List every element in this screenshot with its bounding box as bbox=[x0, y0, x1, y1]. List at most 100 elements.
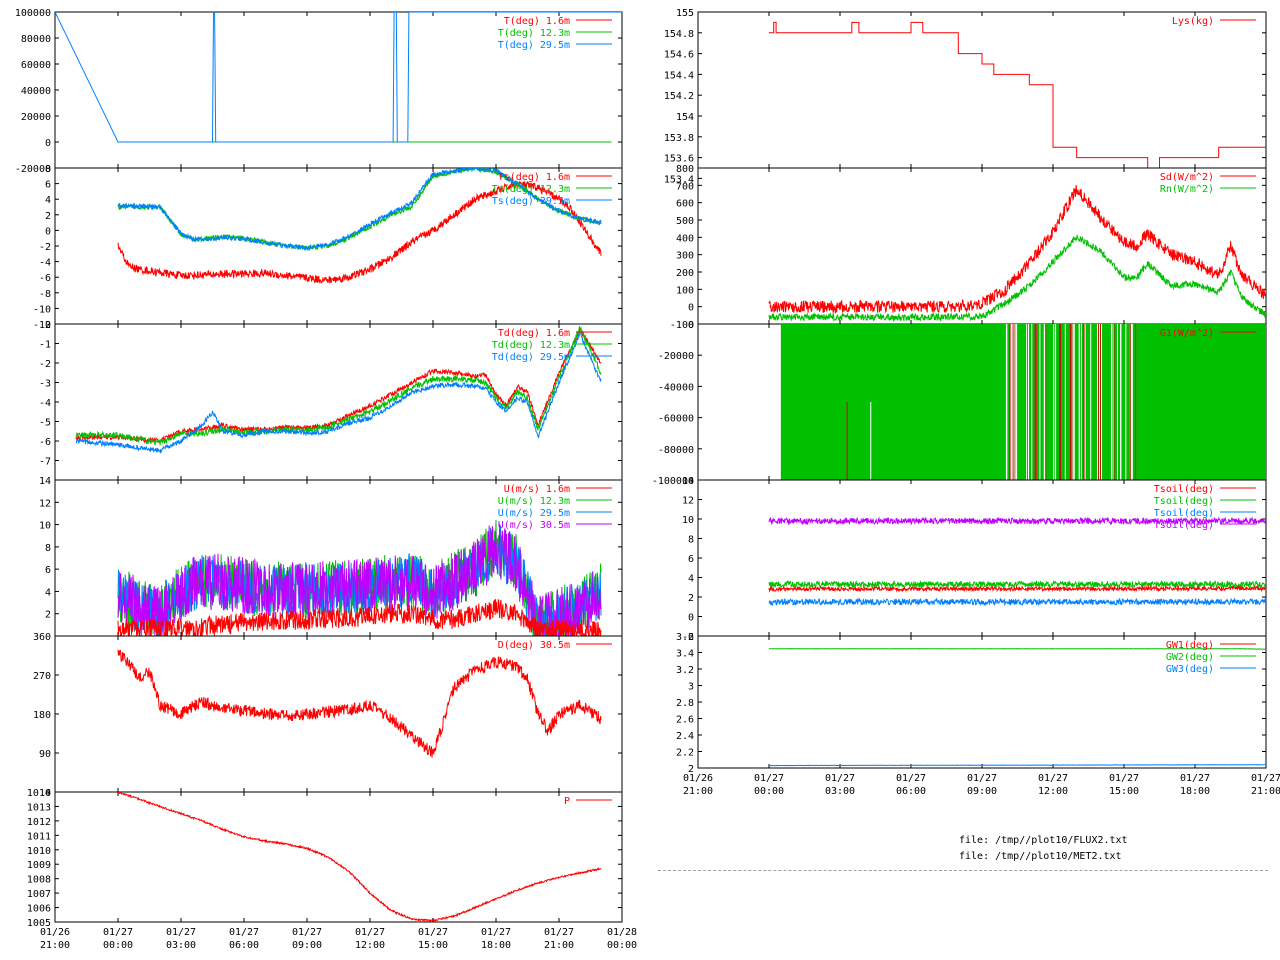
legend-label: T(deg) 29.5m bbox=[498, 40, 570, 51]
legend-label: Tsoil(deg) bbox=[1154, 484, 1214, 495]
y-tick-label: 153.4 bbox=[664, 174, 694, 185]
y-tick-label: 2 bbox=[688, 764, 694, 775]
series-line bbox=[75, 332, 602, 454]
series-line bbox=[768, 579, 1266, 590]
series-line bbox=[768, 764, 1266, 767]
plot-body bbox=[117, 649, 602, 758]
plot-body bbox=[55, 12, 622, 143]
legend-label: G2(W/m^2) bbox=[1160, 340, 1214, 351]
series-line bbox=[768, 516, 1266, 526]
y-tick-label: -4 bbox=[39, 258, 51, 269]
y-tick-label: 14 bbox=[39, 476, 51, 487]
x-tick-label-date: 01/27 bbox=[754, 773, 784, 784]
legend-label: Ts(deg) 12.3m bbox=[492, 184, 570, 195]
x-tick-label-date: 01/27 bbox=[355, 927, 385, 938]
y-tick-label: 2 bbox=[45, 610, 51, 621]
y-tick-label: -10 bbox=[33, 304, 51, 315]
x-tick-label-date: 01/27 bbox=[292, 927, 322, 938]
x-tick-label-time: 12:00 bbox=[1038, 786, 1068, 797]
plot-body bbox=[768, 185, 1266, 323]
y-tick-label: 10 bbox=[682, 515, 694, 526]
y-tick-label: 1014 bbox=[27, 788, 51, 799]
x-tick-label-time: 12:00 bbox=[355, 940, 385, 951]
series-line bbox=[75, 328, 602, 444]
y-tick-label: 180 bbox=[33, 710, 51, 721]
y-tick-label: 600 bbox=[676, 199, 694, 210]
x-tick-label-date: 01/27 bbox=[1251, 773, 1280, 784]
plot-body bbox=[117, 519, 602, 636]
x-tick-label-time: 03:00 bbox=[166, 940, 196, 951]
y-tick-label: 700 bbox=[676, 181, 694, 192]
y-tick-label: 1009 bbox=[27, 860, 51, 871]
plot-body bbox=[769, 21, 1266, 168]
series-line bbox=[117, 180, 602, 284]
x-tick-label-date: 01/27 bbox=[1038, 773, 1068, 784]
x-tick-label-date: 01/27 bbox=[418, 927, 448, 938]
y-tick-label: 0 bbox=[688, 613, 694, 624]
legend-label: P bbox=[564, 796, 570, 807]
chart-panel-right-4: 14121086420-2Tsoil(deg)Tsoil(deg)Tsoil(d… bbox=[682, 476, 1267, 643]
chart-panel-right-2: 8007006005004003002001000-100Sd(W/m^2)Rn… bbox=[670, 164, 1267, 331]
y-tick-label: 1011 bbox=[27, 831, 51, 842]
x-tick-label-time: 09:00 bbox=[292, 940, 322, 951]
x-tick-label-date: 01/27 bbox=[967, 773, 997, 784]
legend-label: GW3(deg) bbox=[1166, 664, 1214, 675]
x-tick-label-date: 01/27 bbox=[1180, 773, 1210, 784]
y-tick-label: 0 bbox=[45, 138, 51, 149]
legend-label: Tsoil(deg) bbox=[1154, 520, 1214, 531]
y-tick-label: 3 bbox=[688, 682, 694, 693]
y-tick-label: 154 bbox=[676, 112, 694, 123]
legend-label: Ts(deg) 29.5m bbox=[492, 196, 570, 207]
y-tick-label: 8 bbox=[45, 543, 51, 554]
x-tick-label-time: 09:00 bbox=[967, 786, 997, 797]
y-tick-label: 1013 bbox=[27, 802, 51, 813]
file-label-met: file: /tmp//plot10/MET2.txt bbox=[959, 851, 1122, 862]
legend-label: Td(deg) 29.5m bbox=[492, 352, 570, 363]
chart-panel-right-5: 3.6 3.4 3.2 3 2.8 2.6 2.4 2.2 201/26 21:00 01/27 00… bbox=[676, 632, 1280, 797]
legend-label: Td(deg) 1.6m bbox=[498, 328, 570, 339]
x-tick-label-time: 06:00 bbox=[896, 786, 926, 797]
legend-label: U(m/s) 1.6m bbox=[504, 484, 570, 495]
y-tick-label: -60000 bbox=[658, 414, 694, 425]
legend-label: GW1(deg) bbox=[1166, 640, 1214, 651]
plot-body bbox=[117, 168, 602, 284]
series-line bbox=[75, 326, 602, 447]
x-tick-label-time: 21:00 bbox=[40, 940, 70, 951]
plot-body bbox=[117, 792, 602, 922]
plot-body bbox=[768, 516, 1266, 607]
y-tick-label: 100 bbox=[676, 285, 694, 296]
y-tick-label: 0 bbox=[688, 303, 694, 314]
legend-label: Sd(W/m^2) bbox=[1160, 172, 1214, 183]
legend-label: T(deg) 1.6m bbox=[504, 16, 570, 27]
x-tick-label-time: 18:00 bbox=[1180, 786, 1210, 797]
legend-label: T(deg) 12.3m bbox=[498, 28, 570, 39]
y-tick-label: -20000 bbox=[658, 351, 694, 362]
series-line bbox=[769, 21, 1266, 168]
y-tick-label: 1006 bbox=[27, 904, 51, 915]
y-tick-label: 360 bbox=[33, 632, 51, 643]
x-tick-label-date: 01/27 bbox=[544, 927, 574, 938]
y-tick-label: -80000 bbox=[658, 445, 694, 456]
file-label-flux: file: /tmp//plot10/FLUX2.txt bbox=[959, 835, 1128, 846]
y-tick-label: 90 bbox=[39, 749, 51, 760]
x-tick-label-time: 21:00 bbox=[1251, 786, 1280, 797]
x-tick-label-time: 00:00 bbox=[103, 940, 133, 951]
legend-label: U(m/s) 12.3m bbox=[498, 496, 570, 507]
y-tick-label: 2.2 bbox=[676, 748, 694, 759]
y-tick-label: 4 bbox=[45, 195, 51, 206]
file-list: file: /tmp//plot10/FLUX2.txt file: /tmp/… bbox=[959, 833, 1128, 865]
y-tick-label: 2.4 bbox=[676, 731, 694, 742]
series-line bbox=[117, 598, 602, 636]
y-tick-label: 155 bbox=[676, 8, 694, 19]
y-tick-label: 1010 bbox=[27, 846, 51, 857]
y-tick-label: 300 bbox=[676, 251, 694, 262]
series-line bbox=[117, 523, 602, 636]
series-line bbox=[117, 168, 602, 252]
chart-panel-right-3: 0 -20000 -40000 -60000 -80000 -100000 G1(W/m^2… bbox=[652, 320, 1267, 487]
y-tick-label: -2 bbox=[39, 242, 51, 253]
y-tick-label: 0 bbox=[45, 226, 51, 237]
y-tick-label: 270 bbox=[33, 671, 51, 682]
